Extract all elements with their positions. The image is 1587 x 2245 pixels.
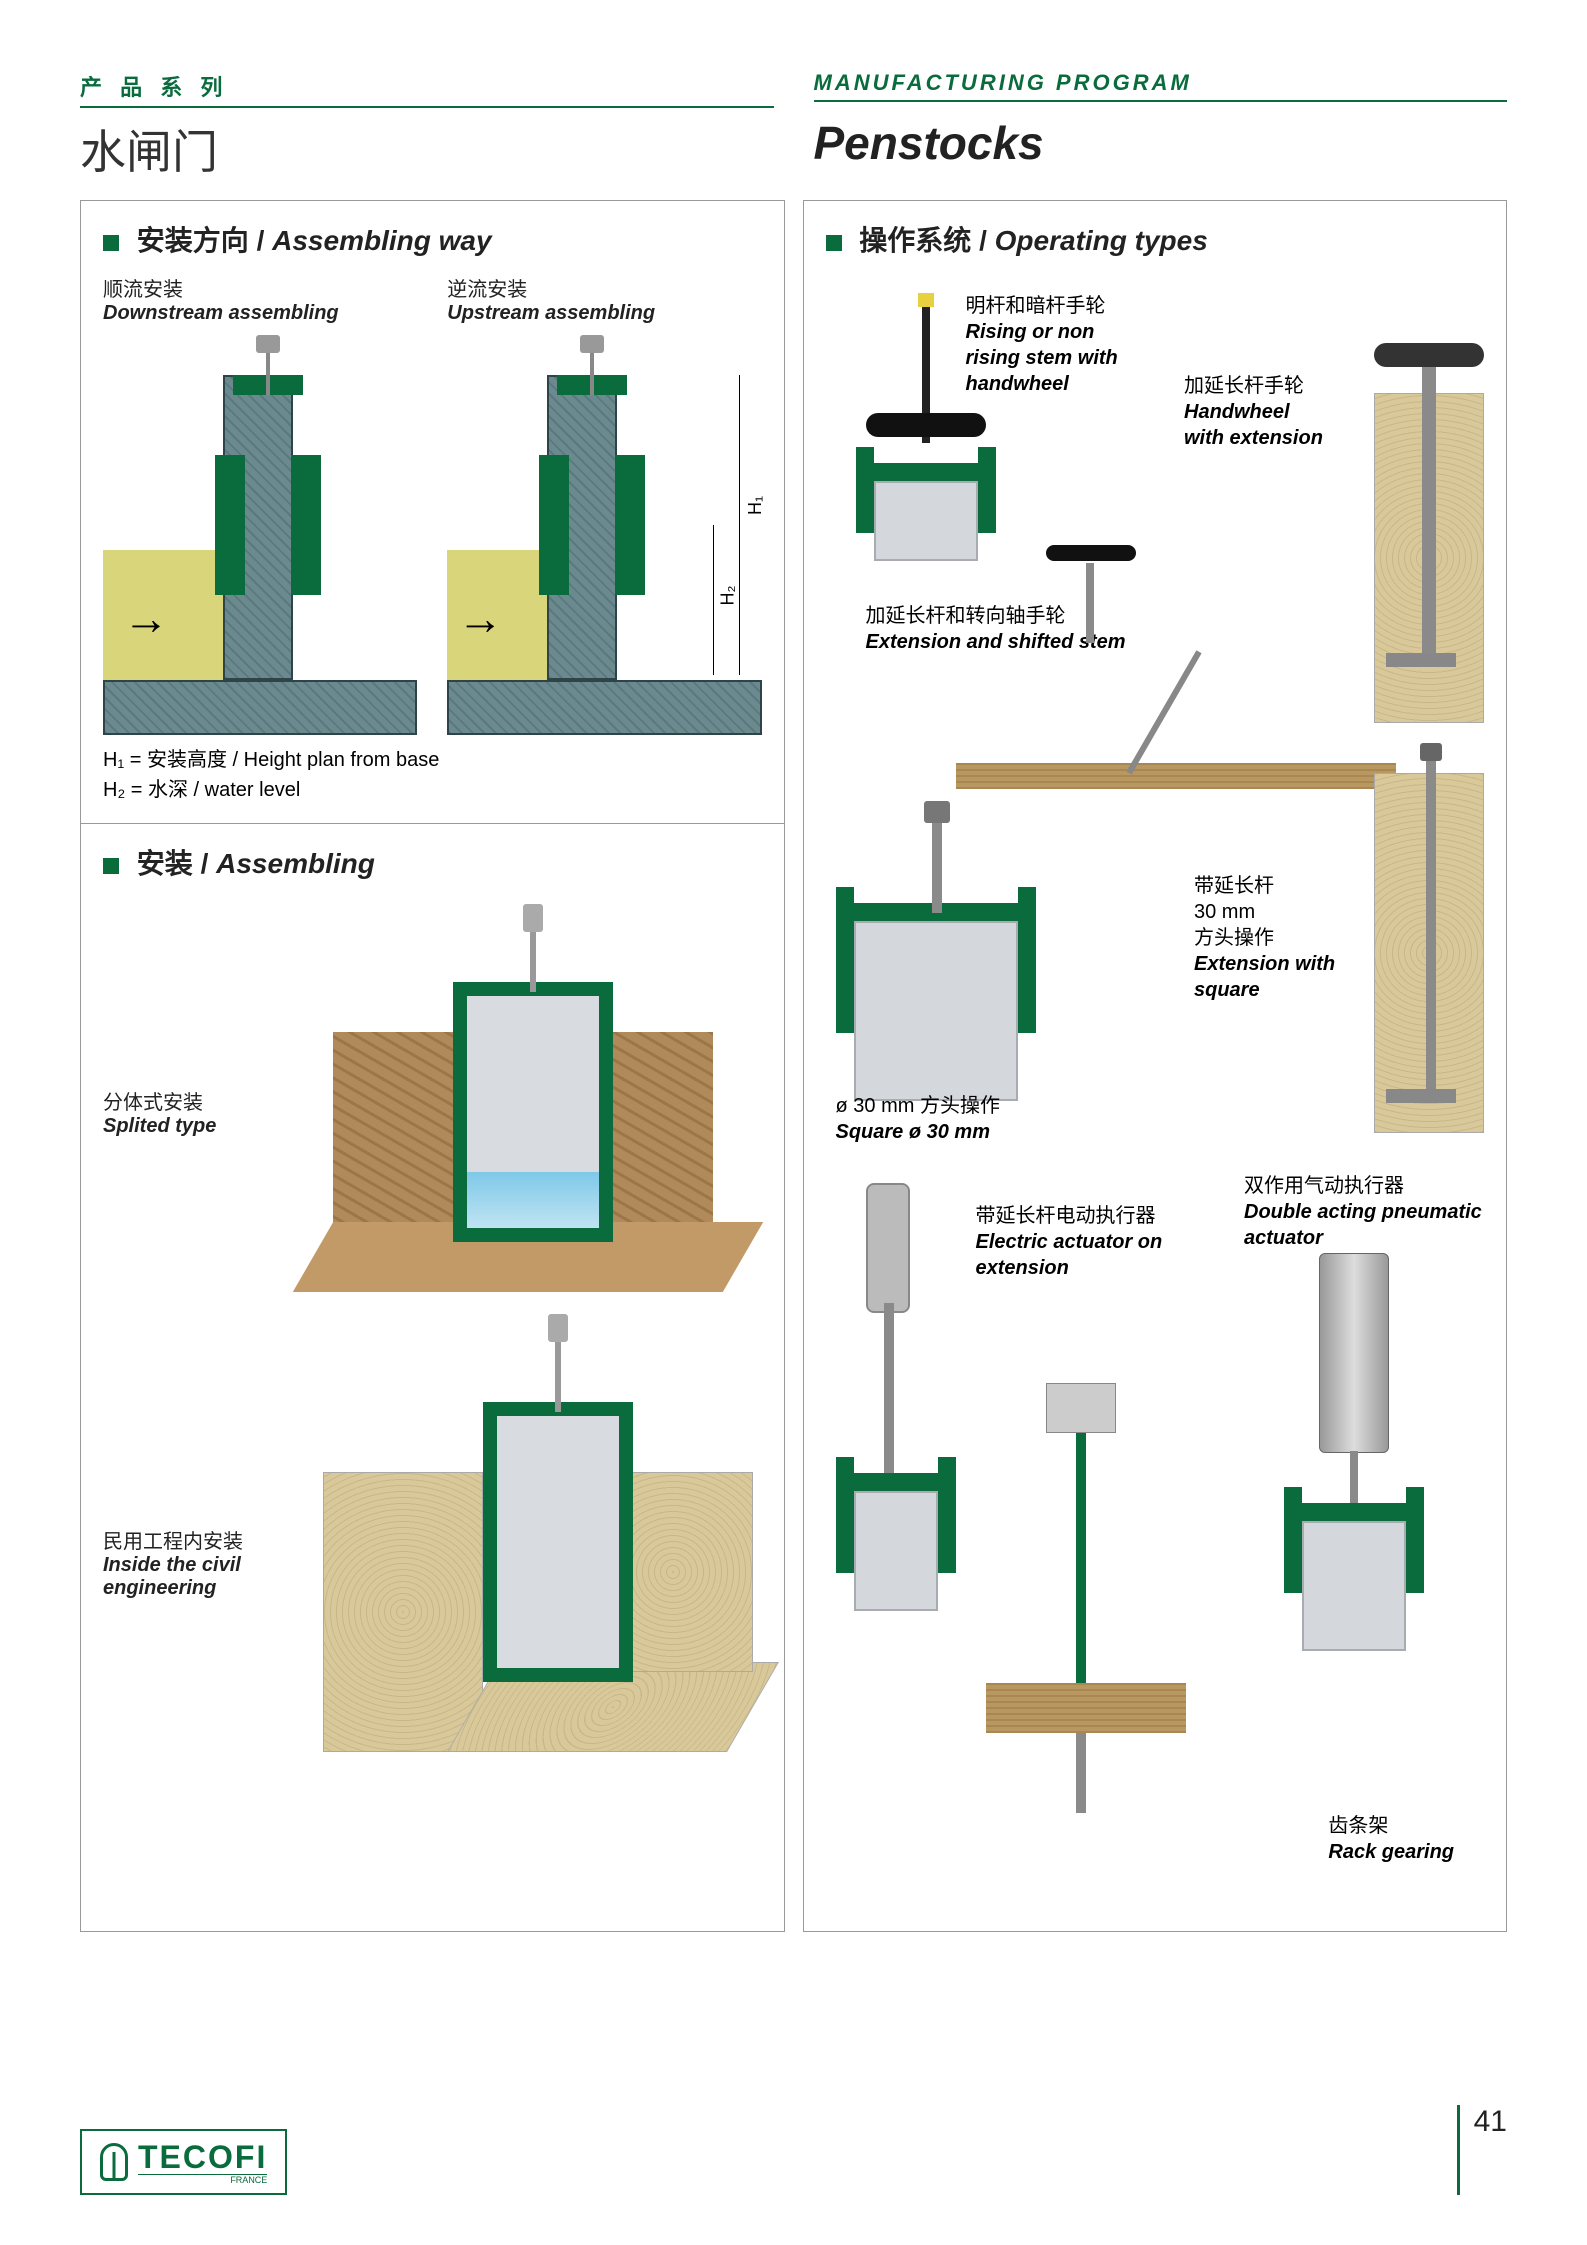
downstream-diagram: → — [103, 335, 417, 735]
pneumatic-cn: 双作用气动执行器 — [1244, 1173, 1484, 1199]
bullet-icon — [826, 235, 842, 251]
mfg-program-label: MANUFACTURING PROGRAM — [814, 70, 1508, 102]
upstream-diagram: → H₁ H₂ — [447, 335, 761, 735]
rising-cn: 明杆和暗杆手轮 — [966, 293, 1146, 319]
op-square-30: ø 30 mm 方头操作 Square ø 30 mm — [826, 813, 1126, 1133]
page-number: 41 — [1457, 2105, 1507, 2195]
rack-label: 齿条架 Rack gearing — [1328, 1813, 1454, 1865]
upstream-cn: 逆流安装 — [447, 273, 761, 302]
legend-h1: H₁ = 安装高度 / Height plan from base — [103, 745, 762, 775]
panel-assembling: 安装 / Assembling 分体式安装 Splited type — [80, 824, 785, 1932]
splited-cn: 分体式安装 — [103, 1086, 283, 1115]
op-pneumatic: 双作用气动执行器 Double acting pneumatic actuato… — [1224, 1173, 1484, 1813]
page-title-en: Penstocks — [814, 116, 1508, 182]
heading-en: Operating types — [995, 225, 1208, 256]
downstream-item: 顺流安装 Downstream assembling → — [103, 273, 417, 735]
heading-en: Assembling way — [272, 225, 491, 256]
op-rack-gearing — [986, 1373, 1186, 1873]
electric-en: Electric actuator on extension — [976, 1229, 1176, 1281]
rack-en: Rack gearing — [1328, 1839, 1454, 1865]
inside-en: Inside the civil engineering — [103, 1554, 283, 1600]
upstream-en: Upstream assembling — [447, 302, 761, 325]
section-heading: 操作系统 / Operating types — [826, 219, 1485, 259]
inside-cn: 民用工程内安装 — [103, 1525, 283, 1554]
dim-h2: H₂ — [717, 586, 738, 606]
hw-ext-cn: 加延长杆手轮 — [1184, 373, 1334, 399]
splited-diagram — [303, 922, 762, 1302]
brand-name: TECOFI — [138, 2139, 267, 2176]
downstream-en: Downstream assembling — [103, 302, 417, 325]
legend: H₁ = 安装高度 / Height plan from base H₂ = 水… — [103, 745, 762, 805]
heading-cn: 安装 — [137, 848, 193, 879]
legend-h2: H₂ = 水深 / water level — [103, 775, 762, 805]
bullet-icon — [103, 858, 119, 874]
flow-arrow-icon: → — [123, 591, 169, 645]
square30-en: Square ø 30 mm — [836, 1119, 1000, 1145]
electric-cn: 带延长杆电动执行器 — [976, 1203, 1176, 1229]
rack-cn: 齿条架 — [1328, 1813, 1454, 1839]
heading-en: Assembling — [216, 848, 375, 879]
brand-logo: TECOFI FRANCE — [80, 2129, 287, 2195]
ext-square-cn: 带延长杆 — [1194, 873, 1344, 899]
page-title-cn: 水闸门 — [80, 116, 774, 182]
flow-arrow-icon: → — [457, 591, 503, 645]
downstream-cn: 顺流安装 — [103, 273, 417, 302]
page-footer: TECOFI FRANCE 41 — [80, 2105, 1507, 2195]
ext-square-val: 30 mm — [1194, 899, 1344, 925]
page-header: 产 品 系 列 MANUFACTURING PROGRAM — [80, 70, 1507, 108]
dim-h1: H₁ — [745, 496, 766, 515]
panel-assembling-way: 安装方向 / Assembling way 顺流安装 Downstream as… — [80, 200, 785, 824]
section-heading: 安装 / Assembling — [103, 842, 762, 882]
series-label-cn: 产 品 系 列 — [80, 70, 774, 108]
op-ext-square: 带延长杆 30 mm 方头操作 Extension with square — [1184, 753, 1484, 1153]
brand-logo-icon — [100, 2143, 128, 2181]
upstream-item: 逆流安装 Upstream assembling → — [447, 273, 761, 735]
splited-en: Splited type — [103, 1115, 283, 1138]
inside-diagram — [303, 1332, 762, 1792]
heading-cn: 安装方向 — [137, 225, 249, 256]
section-heading: 安装方向 / Assembling way — [103, 219, 762, 259]
bullet-icon — [103, 235, 119, 251]
square30-cn: ø 30 mm 方头操作 — [836, 1093, 1000, 1119]
pneumatic-en: Double acting pneumatic actuator — [1244, 1199, 1484, 1251]
title-row: 水闸门 Penstocks — [80, 116, 1507, 182]
ext-square-en: Extension with square — [1194, 951, 1344, 1003]
inside-civil-row: 民用工程内安装 Inside the civil engineering — [103, 1332, 762, 1792]
ext-square-cn2: 方头操作 — [1194, 925, 1344, 951]
panel-operating-types: 操作系统 / Operating types 明杆和暗杆手轮 Rising or… — [803, 200, 1508, 1932]
heading-cn: 操作系统 — [859, 225, 971, 256]
splited-type-row: 分体式安装 Splited type — [103, 922, 762, 1302]
rising-en: Rising or non rising stem with handwheel — [966, 319, 1146, 397]
hw-ext-en: Handwheel with extension — [1184, 399, 1334, 451]
